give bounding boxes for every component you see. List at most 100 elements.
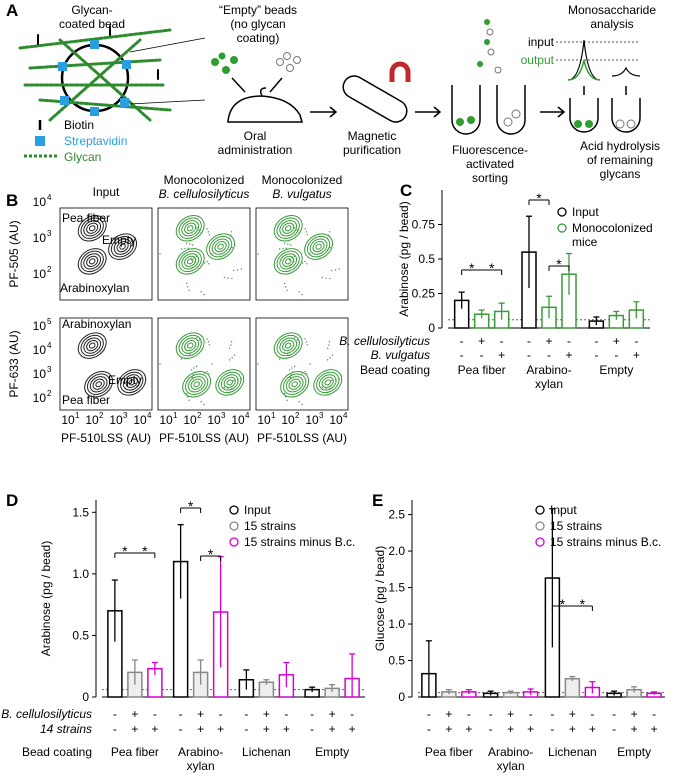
condition-sign: + — [498, 348, 505, 362]
x-tick-exponent: 4 — [147, 411, 152, 420]
x-tick-exponent: 3 — [221, 411, 226, 420]
contour — [116, 241, 129, 253]
row-label: B. cellulosilyticus — [1, 707, 92, 721]
step-label: Magnetic purification — [343, 129, 401, 157]
event-dot — [257, 253, 259, 255]
contour — [284, 225, 292, 232]
contour — [122, 374, 141, 391]
contour — [178, 217, 202, 239]
event-dot — [257, 363, 259, 365]
panel-letter: A — [6, 1, 18, 20]
event-dot — [206, 370, 208, 373]
event-dot — [286, 399, 288, 402]
legend-label: Monocolonized mice — [572, 221, 653, 249]
contour — [86, 255, 99, 267]
legend-marker — [535, 521, 545, 531]
text-line: Monocolonized — [572, 221, 653, 235]
condition-sign: + — [217, 722, 224, 736]
arrow — [415, 106, 442, 118]
condition-sign: + — [283, 722, 290, 736]
tubes — [569, 98, 641, 133]
y-tick-label: 0 — [82, 690, 89, 704]
contour — [282, 222, 295, 234]
y-tick-label: 1.5 — [72, 505, 89, 519]
condition-sign: + — [507, 722, 514, 736]
event-dot — [306, 234, 309, 236]
event-dot — [321, 386, 324, 389]
bead-illustration — [18, 25, 172, 122]
significance-star: * — [536, 190, 542, 206]
population-label: Pea fiber — [62, 393, 110, 407]
row-label: Bead coating — [22, 745, 92, 759]
population-label: Arabinoxylan — [60, 281, 129, 295]
condition-sign: - — [594, 348, 598, 362]
peak — [567, 59, 601, 81]
event-dot — [304, 338, 306, 340]
event-dot — [325, 277, 327, 279]
y-tick-exponent: 3 — [47, 229, 52, 238]
event-dot — [180, 358, 183, 360]
event-dot — [227, 277, 229, 279]
contour — [288, 378, 301, 390]
category-label: Empty — [315, 745, 349, 759]
condition-sign: - — [427, 707, 431, 721]
legend-label: 15 strains — [244, 519, 296, 533]
contour — [178, 334, 202, 357]
panel-letter: E — [372, 491, 383, 510]
contour — [80, 250, 104, 273]
text-line: (no glycan — [230, 17, 285, 31]
condition-sign: - — [489, 722, 493, 736]
zoom-line — [129, 99, 206, 105]
event-dot — [282, 247, 284, 250]
event-dot — [228, 347, 231, 350]
event-dot — [306, 344, 309, 346]
text-line: glycans — [600, 167, 641, 181]
category-label: Empty — [617, 745, 651, 759]
population-label: Pea fiber — [62, 211, 110, 225]
contour — [80, 217, 104, 239]
condition-sign: - — [467, 707, 471, 721]
magnet — [389, 61, 411, 82]
event-dot — [185, 242, 188, 245]
contour — [86, 373, 111, 395]
condition-sign: + — [465, 722, 472, 736]
condition-sign: - — [489, 707, 493, 721]
y-tick-label: 0.5 — [72, 628, 89, 642]
contour — [282, 255, 295, 267]
condition-sign: + — [445, 722, 452, 736]
x-tick-base: 10 — [329, 413, 343, 427]
legend-label: 15 strains — [550, 519, 602, 533]
contour — [273, 214, 303, 242]
arrow — [583, 86, 627, 95]
contour — [182, 370, 212, 398]
contour — [284, 258, 292, 265]
contour — [113, 238, 132, 255]
event-dot — [304, 228, 306, 230]
event-dot — [198, 339, 200, 341]
legend-label: Input — [572, 205, 599, 219]
event-dot — [195, 365, 198, 368]
event-dot — [278, 358, 281, 360]
streptavidin — [58, 40, 131, 116]
event-dot — [185, 282, 188, 285]
event-dot — [180, 248, 183, 250]
legend-label: Glycan — [64, 150, 101, 164]
event-dot — [206, 260, 208, 263]
condition-sign: - — [427, 722, 431, 736]
contour — [186, 225, 194, 232]
contour — [284, 342, 292, 349]
event-dot — [223, 386, 226, 389]
event-dot — [185, 392, 188, 395]
contour — [215, 369, 245, 396]
y-axis-label: Glucose (pg / bead) — [373, 546, 387, 651]
event-dot — [159, 253, 161, 255]
condition-sign: + — [569, 722, 576, 736]
event-dot — [192, 244, 194, 246]
condition-sign: - — [244, 707, 248, 721]
sorted-beads — [456, 109, 521, 127]
population-label: Arabinoxylan — [62, 317, 131, 331]
contour — [186, 258, 194, 265]
category-label: Lichenan — [548, 745, 597, 759]
legend-label: Streptavidin — [64, 134, 127, 148]
x-tick-exponent: 1 — [75, 411, 80, 420]
